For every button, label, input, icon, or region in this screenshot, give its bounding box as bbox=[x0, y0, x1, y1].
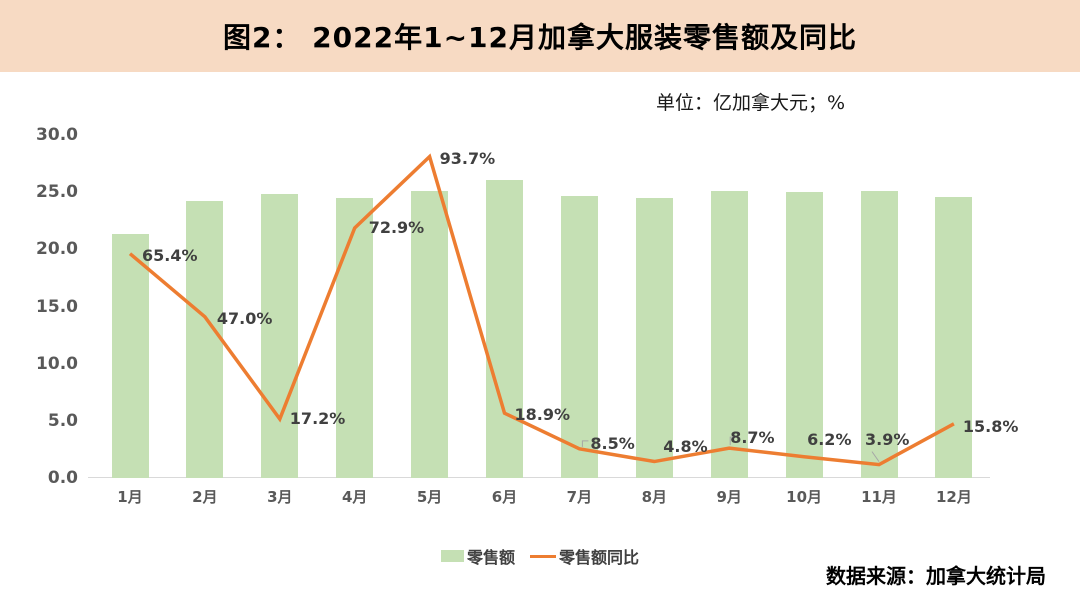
chart-title: 图2： 2022年1~12月加拿大服装零售额及同比 bbox=[222, 21, 858, 54]
bar-3月 bbox=[261, 194, 299, 478]
bar-9月 bbox=[710, 191, 748, 478]
label-leader-line bbox=[581, 440, 589, 447]
y-tick-label: 20.0 bbox=[36, 239, 78, 260]
bar-4月 bbox=[336, 197, 374, 478]
legend-item-line: 零售额同比 bbox=[530, 544, 639, 568]
label-leader-line bbox=[729, 436, 736, 446]
bar-2月 bbox=[186, 201, 224, 478]
x-tick-label: 10月 bbox=[786, 488, 823, 506]
bar-11月 bbox=[860, 191, 898, 478]
y-tick-label: 5.0 bbox=[47, 410, 78, 431]
x-tick-label: 1月 bbox=[117, 488, 143, 506]
x-tick-label: 3月 bbox=[267, 488, 293, 506]
bar-7月 bbox=[560, 195, 598, 478]
bar-6月 bbox=[486, 179, 523, 478]
y-tick-label: 25.0 bbox=[36, 182, 78, 203]
line-data-label: 6.2% bbox=[807, 429, 852, 449]
bar-swatch-icon bbox=[440, 550, 464, 562]
x-tick-label: 8月 bbox=[641, 488, 668, 506]
x-tick-label: 2月 bbox=[192, 488, 218, 506]
x-axis-line bbox=[88, 477, 990, 478]
line-data-label: 18.9% bbox=[514, 405, 571, 425]
x-tick-label: 5月 bbox=[416, 488, 443, 506]
bar-8月 bbox=[635, 197, 673, 478]
bar-10月 bbox=[785, 192, 823, 478]
yoy-line bbox=[128, 153, 955, 467]
legend-bar-label: 零售额 bbox=[466, 548, 515, 567]
line-data-label: 8.7% bbox=[730, 428, 775, 448]
y-tick-label: 0.0 bbox=[47, 468, 78, 488]
x-tick-label: 6月 bbox=[491, 488, 518, 506]
line-swatch-icon bbox=[530, 554, 556, 558]
legend: 零售额 零售额同比 bbox=[0, 544, 1080, 568]
line-data-label: 93.7% bbox=[439, 148, 496, 168]
line-data-label: 3.9% bbox=[865, 429, 910, 449]
line-data-label: 47.0% bbox=[216, 308, 273, 328]
chart-header: 图2： 2022年1~12月加拿大服装零售额及同比 bbox=[0, 0, 1080, 72]
y-tick-label: 15.0 bbox=[36, 296, 78, 317]
x-tick-label: 7月 bbox=[566, 488, 593, 506]
line-data-label: 72.9% bbox=[368, 217, 425, 237]
y-tick-label: 30.0 bbox=[36, 125, 78, 145]
bar-1月 bbox=[111, 234, 149, 478]
label-leader-line bbox=[871, 451, 880, 462]
line-data-label: 8.5% bbox=[590, 433, 635, 453]
x-tick-label: 9月 bbox=[716, 488, 742, 506]
line-data-label: 17.2% bbox=[289, 409, 346, 428]
x-tick-label: 12月 bbox=[935, 488, 972, 506]
y-tick-label: 10.0 bbox=[36, 353, 78, 374]
data-source: 数据来源：加拿大统计局 bbox=[826, 564, 1046, 588]
line-data-label: 4.8% bbox=[663, 436, 708, 456]
x-tick-label: 4月 bbox=[341, 488, 368, 506]
legend-line-label: 零售额同比 bbox=[559, 548, 640, 567]
unit-label: 单位：亿加拿大元；% bbox=[656, 92, 846, 114]
legend-item-bar: 零售额 bbox=[440, 544, 515, 568]
line-data-label: 65.4% bbox=[142, 245, 198, 265]
line-data-label: 15.8% bbox=[962, 416, 1019, 436]
bar-5月 bbox=[411, 191, 449, 478]
x-tick-label: 11月 bbox=[861, 488, 897, 506]
